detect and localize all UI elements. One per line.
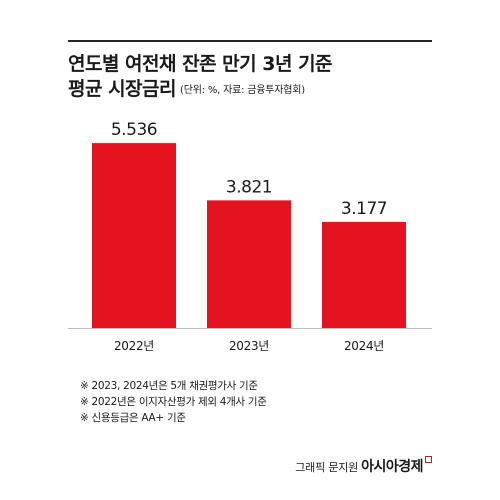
x-tick-label-2022년: 2022년 [114, 339, 154, 353]
unit-source-note: (단위: %, 자료: 금융투자협회) [180, 85, 305, 96]
footnotes: ※ 2023, 2024년은 5개 채권평가사 기준 ※ 2022년은 이지자산… [80, 378, 267, 426]
footnote-2: ※ 2022년은 이지자산평가 제외 4개사 기준 [80, 396, 267, 408]
footnote-1: ※ 2023, 2024년은 5개 채권평가사 기준 [80, 380, 258, 392]
bar-2023년 [207, 200, 291, 328]
title-line-1: 연도별 여전채 잔존 만기 3년 기준 [68, 53, 333, 75]
title-line-2: 평균 시장금리 [68, 78, 177, 100]
bar-2024년 [322, 221, 406, 328]
publisher-logo: 아시아경제 [361, 459, 423, 475]
x-tick-label-2023년: 2023년 [229, 339, 269, 353]
data-label-2022년: 5.536 [111, 120, 157, 140]
credit: 그래픽 문지원 아시아경제 [295, 456, 432, 476]
data-label-2024년: 3.177 [341, 199, 387, 219]
chart-title: 연도별 여전채 잔존 만기 3년 기준 평균 시장금리 (단위: %, 자료: 금… [68, 52, 333, 103]
data-label-2023년: 3.821 [226, 177, 272, 197]
footnote-3: ※ 신용등급은 AA+ 기준 [80, 412, 186, 424]
x-tick-label-2024년: 2024년 [344, 339, 384, 353]
publisher-logo-mark [425, 456, 432, 463]
top-rule [68, 40, 432, 42]
bar-2022년 [92, 143, 176, 328]
graphic-credit: 그래픽 문지원 [295, 461, 359, 474]
